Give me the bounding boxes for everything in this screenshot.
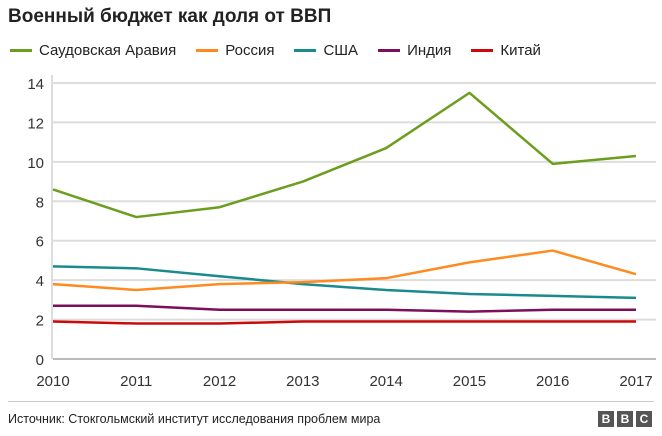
legend-item: Россия [196,42,274,59]
legend-item: Индия [378,42,451,59]
y-tick-label: 14 [27,76,44,93]
y-tick-label: 2 [36,313,44,330]
x-tick-label: 2014 [369,373,402,390]
series-line [52,91,637,219]
series-line [52,249,637,292]
x-tick-label: 2013 [286,373,319,390]
legend-item: Саудовская Аравия [10,42,176,59]
legend-label: Саудовская Аравия [39,42,177,59]
series-line [52,320,636,325]
legend-swatch [196,49,219,52]
y-tick-label: 8 [36,194,44,211]
x-tick-label: 2012 [203,373,236,390]
x-tick-label: 2010 [36,373,69,390]
x-tick-label: 2017 [619,373,652,390]
legend: Саудовская Аравия Россия США Индия Китай [10,42,561,59]
legend-item: США [294,42,358,59]
x-tick-label: 2011 [120,373,152,390]
series-line [53,304,636,313]
x-tick-label: 2015 [453,373,486,390]
legend-item: Китай [471,42,541,59]
y-tick-label: 6 [36,234,44,251]
legend-label: Индия [407,42,452,59]
chart-title: Военный бюджет как доля от ВВП [8,6,332,27]
legend-swatch [471,49,494,52]
y-tick-label: 4 [36,273,44,290]
legend-swatch [378,49,401,52]
legend-swatch [294,49,317,52]
divider [8,401,654,402]
y-tick-label: 12 [27,115,44,132]
y-tick-label: 0 [36,352,44,369]
y-tick-label: 10 [27,155,44,172]
legend-label: Россия [225,42,275,59]
legend-label: США [323,42,359,59]
source-note: Источник: Стокгольмский институт исследо… [8,412,381,426]
legend-swatch [10,49,32,52]
line-chart: 0 2 4 6 8 10 12 14 2010 2011 2012 2013 2014 2015 2016 2… [27,75,656,390]
legend-label: Китай [500,42,541,59]
x-tick-label: 2016 [536,373,569,390]
series-line [52,265,637,300]
